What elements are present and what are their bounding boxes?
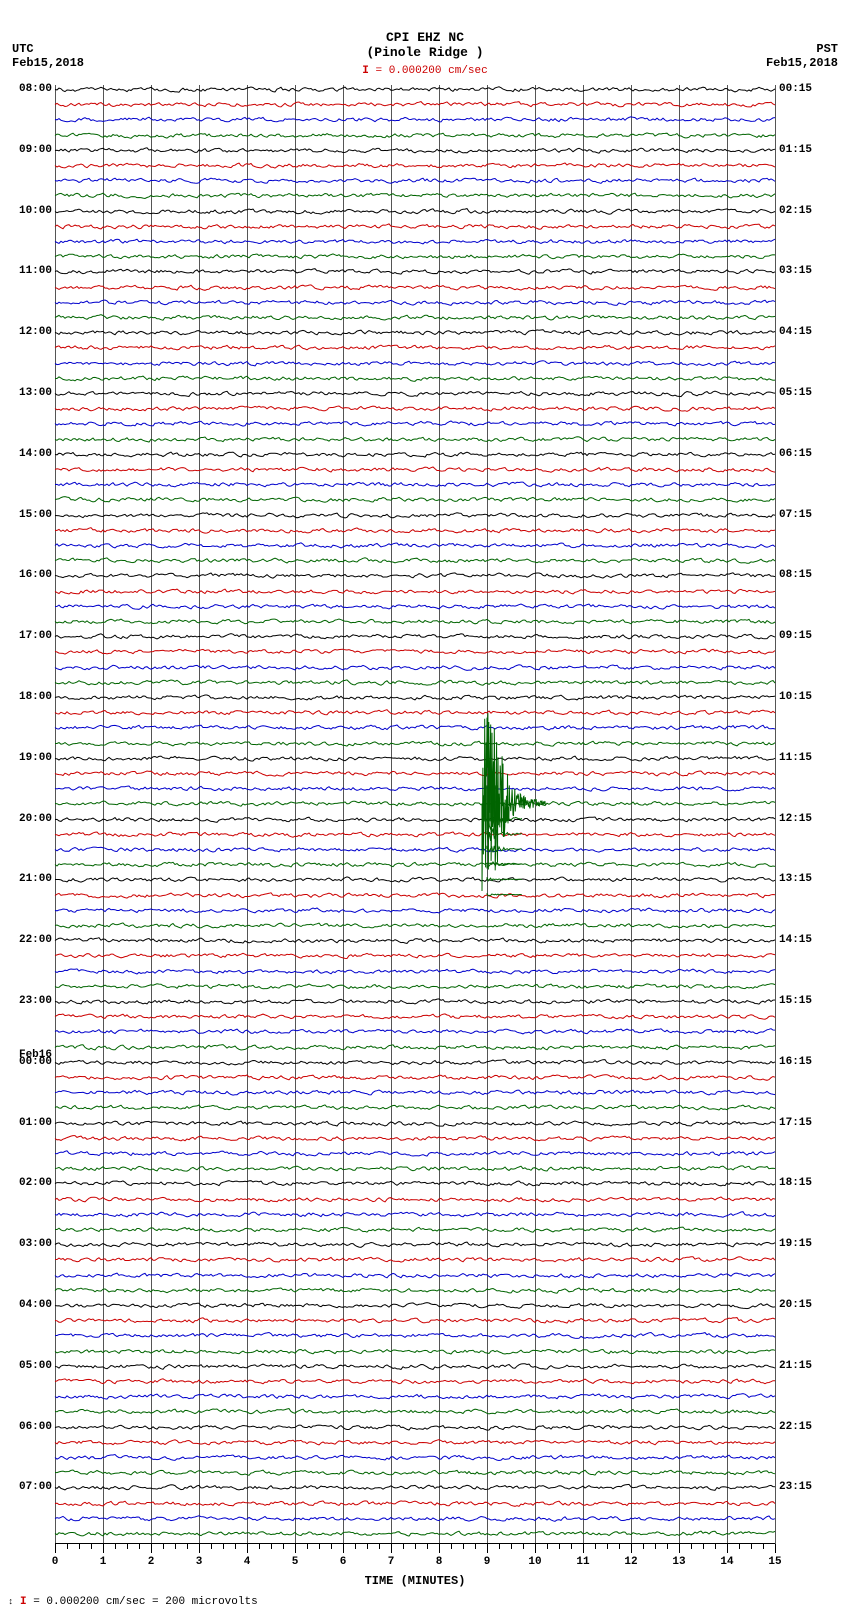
pst-time-label: 13:15 bbox=[779, 873, 829, 885]
x-tick-label: 13 bbox=[672, 1556, 685, 1568]
x-tick-label: 11 bbox=[576, 1556, 589, 1568]
pst-time-label: 23:15 bbox=[779, 1481, 829, 1493]
x-axis-title: TIME (MINUTES) bbox=[55, 1574, 775, 1588]
footer-text: = 0.000200 cm/sec = 200 microvolts bbox=[33, 1596, 257, 1608]
pst-time-label: 12:15 bbox=[779, 813, 829, 825]
seismic-event bbox=[55, 85, 775, 1545]
utc-time-label: 01:00 bbox=[2, 1117, 52, 1129]
pst-time-label: 18:15 bbox=[779, 1177, 829, 1189]
pst-time-label: 06:15 bbox=[779, 448, 829, 460]
x-tick-label: 12 bbox=[624, 1556, 637, 1568]
utc-time-label: 02:00 bbox=[2, 1177, 52, 1189]
utc-time-label: 15:00 bbox=[2, 509, 52, 521]
station-name: (Pinole Ridge ) bbox=[0, 45, 850, 60]
utc-time-label: 12:00 bbox=[2, 326, 52, 338]
date-right-label: Feb15,2018 bbox=[766, 56, 838, 70]
scale-text: = 0.000200 cm/sec bbox=[376, 65, 488, 77]
utc-time-label: 23:00 bbox=[2, 995, 52, 1007]
pst-time-label: 09:15 bbox=[779, 630, 829, 642]
x-tick-label: 5 bbox=[292, 1556, 299, 1568]
grid-line bbox=[775, 85, 776, 1545]
timezone-left: UTC Feb15,2018 bbox=[12, 42, 84, 70]
date-left-label: Feb15,2018 bbox=[12, 56, 84, 70]
utc-time-label: 10:00 bbox=[2, 205, 52, 217]
utc-time-label: 22:00 bbox=[2, 934, 52, 946]
tz-right-label: PST bbox=[766, 42, 838, 56]
x-tick-label: 15 bbox=[768, 1556, 781, 1568]
seismogram-container: CPI EHZ NC (Pinole Ridge ) I = 0.000200 … bbox=[0, 0, 850, 1613]
chart-header: CPI EHZ NC (Pinole Ridge ) bbox=[0, 30, 850, 60]
x-tick-label: 10 bbox=[528, 1556, 541, 1568]
x-axis-ticks bbox=[55, 1543, 775, 1556]
pst-time-label: 05:15 bbox=[779, 387, 829, 399]
pst-time-label: 11:15 bbox=[779, 752, 829, 764]
pst-time-label: 15:15 bbox=[779, 995, 829, 1007]
pst-time-label: 20:15 bbox=[779, 1299, 829, 1311]
utc-time-label: 06:00 bbox=[2, 1421, 52, 1433]
pst-time-label: 22:15 bbox=[779, 1421, 829, 1433]
utc-time-label: 08:00 bbox=[2, 83, 52, 95]
pst-time-label: 00:15 bbox=[779, 83, 829, 95]
x-tick-label: 7 bbox=[388, 1556, 395, 1568]
x-tick-label: 2 bbox=[148, 1556, 155, 1568]
utc-time-label: 20:00 bbox=[2, 813, 52, 825]
utc-time-label: 14:00 bbox=[2, 448, 52, 460]
x-axis: 0123456789101112131415 TIME (MINUTES) bbox=[55, 1543, 775, 1588]
tz-left-label: UTC bbox=[12, 42, 84, 56]
x-tick-label: 8 bbox=[436, 1556, 443, 1568]
pst-time-label: 14:15 bbox=[779, 934, 829, 946]
pst-time-label: 19:15 bbox=[779, 1238, 829, 1250]
utc-time-label: 11:00 bbox=[2, 265, 52, 277]
utc-time-label: 07:00 bbox=[2, 1481, 52, 1493]
pst-time-label: 17:15 bbox=[779, 1117, 829, 1129]
date-marker: Feb16 bbox=[2, 1049, 52, 1061]
pst-time-label: 16:15 bbox=[779, 1056, 829, 1068]
pst-time-label: 07:15 bbox=[779, 509, 829, 521]
x-tick-label: 0 bbox=[52, 1556, 59, 1568]
utc-time-label: 21:00 bbox=[2, 873, 52, 885]
x-tick-label: 14 bbox=[720, 1556, 733, 1568]
utc-time-label: 18:00 bbox=[2, 691, 52, 703]
utc-time-label: 13:00 bbox=[2, 387, 52, 399]
x-tick-label: 6 bbox=[340, 1556, 347, 1568]
x-tick-label: 1 bbox=[100, 1556, 107, 1568]
x-axis-labels: 0123456789101112131415 bbox=[55, 1556, 775, 1574]
pst-time-label: 03:15 bbox=[779, 265, 829, 277]
utc-time-label: 17:00 bbox=[2, 630, 52, 642]
plot-area bbox=[55, 85, 775, 1545]
x-tick-label: 9 bbox=[484, 1556, 491, 1568]
utc-time-label: 09:00 bbox=[2, 144, 52, 156]
utc-time-label: 05:00 bbox=[2, 1360, 52, 1372]
pst-time-label: 02:15 bbox=[779, 205, 829, 217]
utc-time-label: 16:00 bbox=[2, 569, 52, 581]
footer-note: ↕ I = 0.000200 cm/sec = 200 microvolts bbox=[8, 1596, 258, 1608]
pst-time-label: 10:15 bbox=[779, 691, 829, 703]
pst-time-label: 21:15 bbox=[779, 1360, 829, 1372]
scale-legend: I = 0.000200 cm/sec bbox=[362, 65, 487, 77]
utc-time-label: 19:00 bbox=[2, 752, 52, 764]
timezone-right: PST Feb15,2018 bbox=[766, 42, 838, 70]
utc-time-label: 04:00 bbox=[2, 1299, 52, 1311]
station-code: CPI EHZ NC bbox=[386, 30, 464, 45]
pst-time-label: 04:15 bbox=[779, 326, 829, 338]
x-tick-label: 4 bbox=[244, 1556, 251, 1568]
pst-time-label: 08:15 bbox=[779, 569, 829, 581]
x-tick-label: 3 bbox=[196, 1556, 203, 1568]
pst-time-label: 01:15 bbox=[779, 144, 829, 156]
utc-time-label: 03:00 bbox=[2, 1238, 52, 1250]
